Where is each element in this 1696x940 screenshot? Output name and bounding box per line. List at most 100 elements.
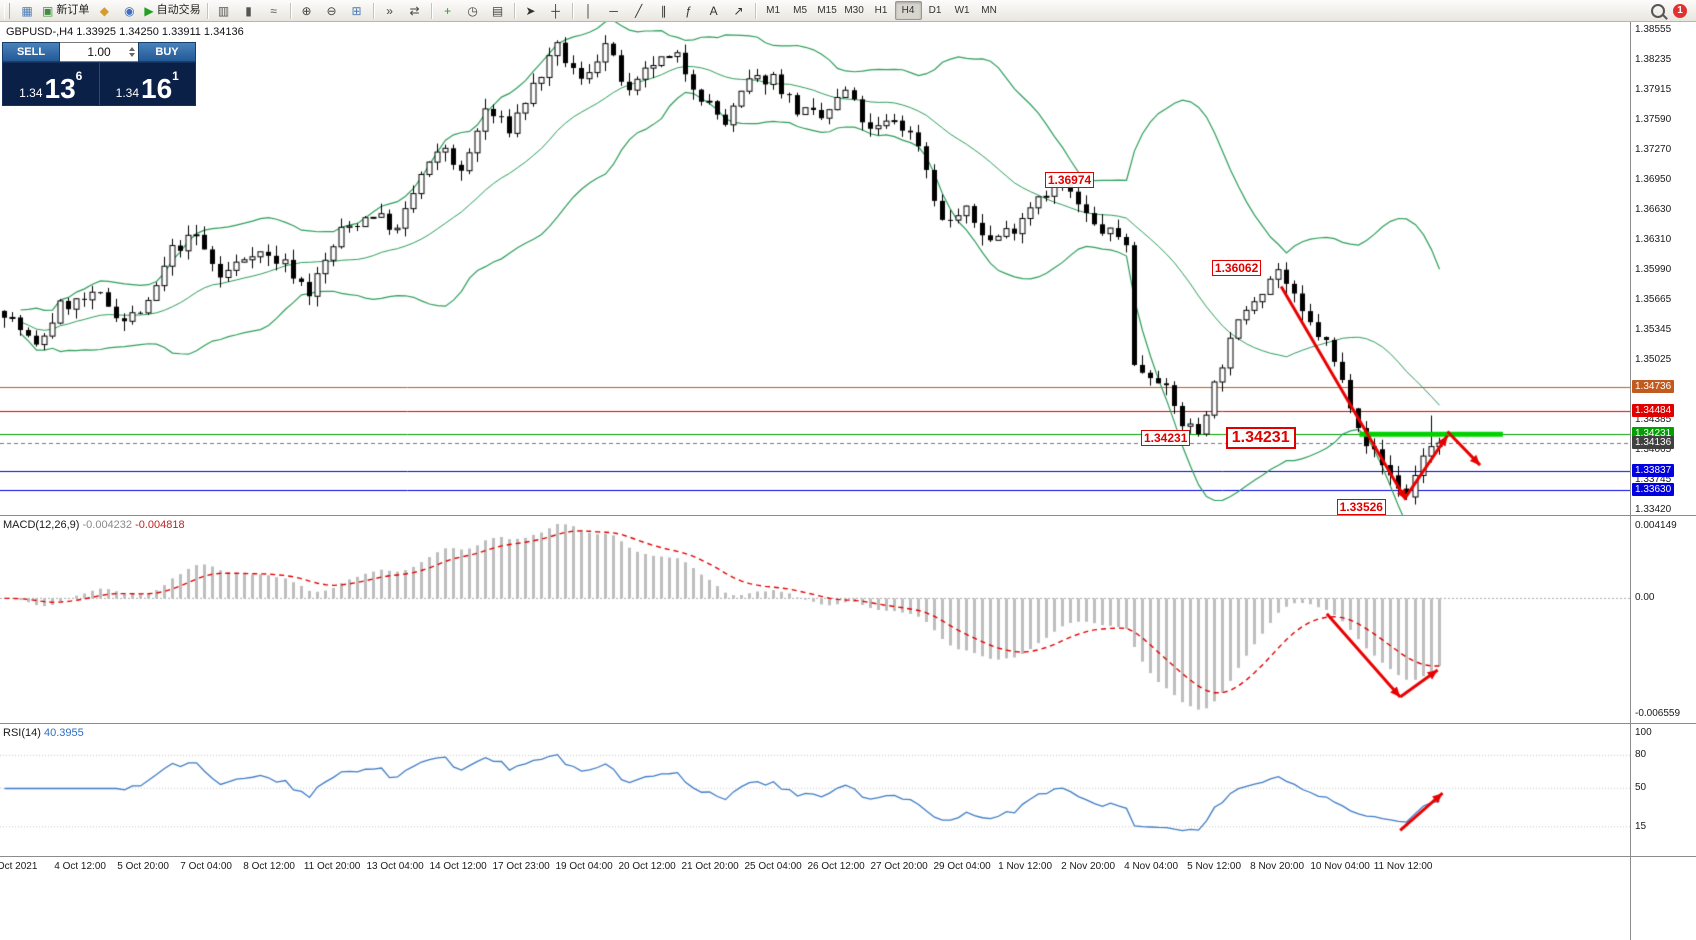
zoom-in-button[interactable]: ⊕ [295,2,319,20]
candlestick-chart-button[interactable]: ▮ [237,2,261,20]
timeframe-m5[interactable]: M5 [793,5,808,16]
macd-name: MACD(12,26,9) [3,519,80,531]
toolbar-items: ▦ ▣ 新订单 ◆ ◉ ▶ 自动交易 ▥ ▮ ≈ ⊕ ⊖ ⊞ » ⇄ + ◷ ▤ ➤ ┼ │ ─ ╱ ∥ ƒ A ↗ [15,2,759,20]
fibonacci-button[interactable]: ƒ [677,2,701,20]
indicators-button[interactable]: + [436,2,460,20]
macd-main-value: -0.004232 [82,519,133,531]
volume-stepper[interactable] [129,47,135,57]
rsi-axis-level: 50 [1635,782,1647,794]
timeframe-h1[interactable]: H1 [874,5,888,16]
cursor-button[interactable]: ➤ [519,2,543,20]
macd-axis-min: -0.006559 [1635,708,1681,719]
date-axis-label: 21 Oct 20:00 [681,861,739,872]
price-axis-tick: 1.37915 [1635,83,1672,95]
chart-shift-button[interactable]: ⇄ [403,2,427,20]
volume-input[interactable]: 1.00 [60,42,138,62]
candlestick-chart-icon: ▮ [245,3,252,18]
date-axis-label: Oct 2021 [0,861,38,872]
alerts-button[interactable]: ◉ [117,2,141,20]
price-label-annotation[interactable]: 1.34231 [1141,430,1191,447]
periods-button[interactable]: ◷ [461,2,485,20]
search-icon[interactable] [1651,3,1665,18]
toolbar-separator [513,2,515,19]
date-axis-label: 19 Oct 04:00 [555,861,613,872]
buy-price-small: 1.34 [115,86,139,100]
date-axis-label: 1 Nov 12:00 [998,861,1053,872]
rsi-name: RSI(14) [3,727,41,739]
price-label-annotation[interactable]: 1.34231 [1225,427,1296,450]
charts-window-button[interactable]: ▦ [15,2,39,20]
panel-separator[interactable] [0,856,1696,857]
text-button[interactable]: A [702,2,726,20]
price-label-annotation[interactable]: 1.33526 [1336,499,1386,516]
notification-badge[interactable]: 1 [1673,3,1687,18]
price-axis-tick: 1.36950 [1635,174,1672,186]
price-axis-tick: 1.35665 [1635,294,1672,306]
price-axis-tick: 1.38235 [1635,53,1672,65]
templates-button[interactable]: ▤ [486,2,510,20]
auto-scroll-button[interactable]: » [378,2,402,20]
tile-windows-icon: ⊞ [351,3,362,18]
bars-chart-button[interactable]: ▥ [212,2,236,20]
channel-button[interactable]: ∥ [652,2,676,20]
toolbar-separator [206,2,208,19]
toolbar-separator [289,2,291,19]
macd-label: MACD(12,26,9) -0.004232 -0.004818 [3,519,185,531]
rsi-indicator-canvas[interactable] [0,724,1630,857]
trendline-button[interactable]: ╱ [627,2,651,20]
timeframe-d1[interactable]: D1 [928,5,942,16]
date-axis-label: 7 Oct 04:00 [180,861,232,872]
autotrading-button-label: 自动交易 [156,4,201,16]
price-axis[interactable]: 1.38555 1.38235 1.37915 1.37590 1.37270 1.369… [1630,22,1696,940]
price-axis-tick: 1.38555 [1635,24,1672,35]
sell-price-big: 13 [44,73,76,105]
price-badge: 1.33837 [1632,464,1675,478]
trendline-icon: ╱ [634,3,643,18]
new-order-button[interactable]: ▣ 新订单 [40,2,91,20]
timeframe-h4[interactable]: H4 [894,1,922,20]
fibonacci-icon: ƒ [685,3,692,18]
toolbar-grip[interactable] [4,2,10,19]
channel-icon: ∥ [660,3,667,18]
vertical-line-button[interactable]: │ [577,2,601,20]
volume-up-icon[interactable] [129,47,135,51]
horizontal-line-button[interactable]: ─ [602,2,626,20]
timeframe-m1[interactable]: M1 [766,5,781,16]
tile-windows-button[interactable]: ⊞ [345,2,369,20]
timeframe-m30[interactable]: M30 [844,5,864,16]
timeframe-mn[interactable]: MN [981,5,997,16]
buy-button[interactable]: BUY [138,42,196,62]
sell-price[interactable]: 1.34 13 6 [3,63,100,105]
price-axis-tick: 1.33420 [1635,504,1672,515]
price-label-annotation[interactable]: 1.36062 [1211,259,1262,276]
rsi-value: 40.3955 [43,727,84,739]
date-axis-label: 25 Oct 04:00 [744,861,802,872]
rsi-axis-level: 15 [1635,820,1647,832]
buy-price-sup: 1 [172,69,179,83]
sell-button[interactable]: SELL [2,42,60,62]
autotrading-button[interactable]: ▶ 自动交易 [142,2,202,20]
price-label-annotation[interactable]: 1.36974 [1044,172,1095,189]
price-chart-canvas[interactable] [0,22,1630,516]
zoom-out-button[interactable]: ⊖ [320,2,344,20]
toolbar: ▦ ▣ 新订单 ◆ ◉ ▶ 自动交易 ▥ ▮ ≈ ⊕ ⊖ ⊞ » ⇄ + ◷ ▤ ➤ ┼ │ ─ ╱ ∥ ƒ A ↗ M1 M5 M15… [0,0,1696,22]
macd-indicator-canvas[interactable] [0,516,1630,724]
line-chart-button[interactable]: ≈ [262,2,286,20]
timeframe-m15[interactable]: M15 [817,5,837,16]
volume-down-icon[interactable] [129,53,135,57]
metaquotes-button[interactable]: ◆ [92,2,116,20]
date-axis-label: 11 Oct 20:00 [303,861,361,872]
crosshair-button[interactable]: ┼ [544,2,568,20]
timeframe-w1[interactable]: W1 [954,5,970,16]
date-axis-label: 4 Nov 04:00 [1124,861,1179,872]
panel-separator[interactable] [0,723,1696,724]
new-order-icon: ▣ [42,3,54,18]
zoom-in-icon: ⊕ [301,3,312,18]
panel-separator[interactable] [0,515,1696,516]
arrow-tools-button[interactable]: ↗ [727,2,751,20]
date-axis-label: 5 Nov 12:00 [1187,861,1242,872]
buy-price[interactable]: 1.34 16 1 [100,63,196,105]
chart-shift-icon: ⇄ [409,3,420,18]
chart-area: GBPUSD-,H4 1.33925 1.34250 1.33911 1.341… [0,22,1696,940]
date-axis-label: 17 Oct 23:00 [492,861,550,872]
